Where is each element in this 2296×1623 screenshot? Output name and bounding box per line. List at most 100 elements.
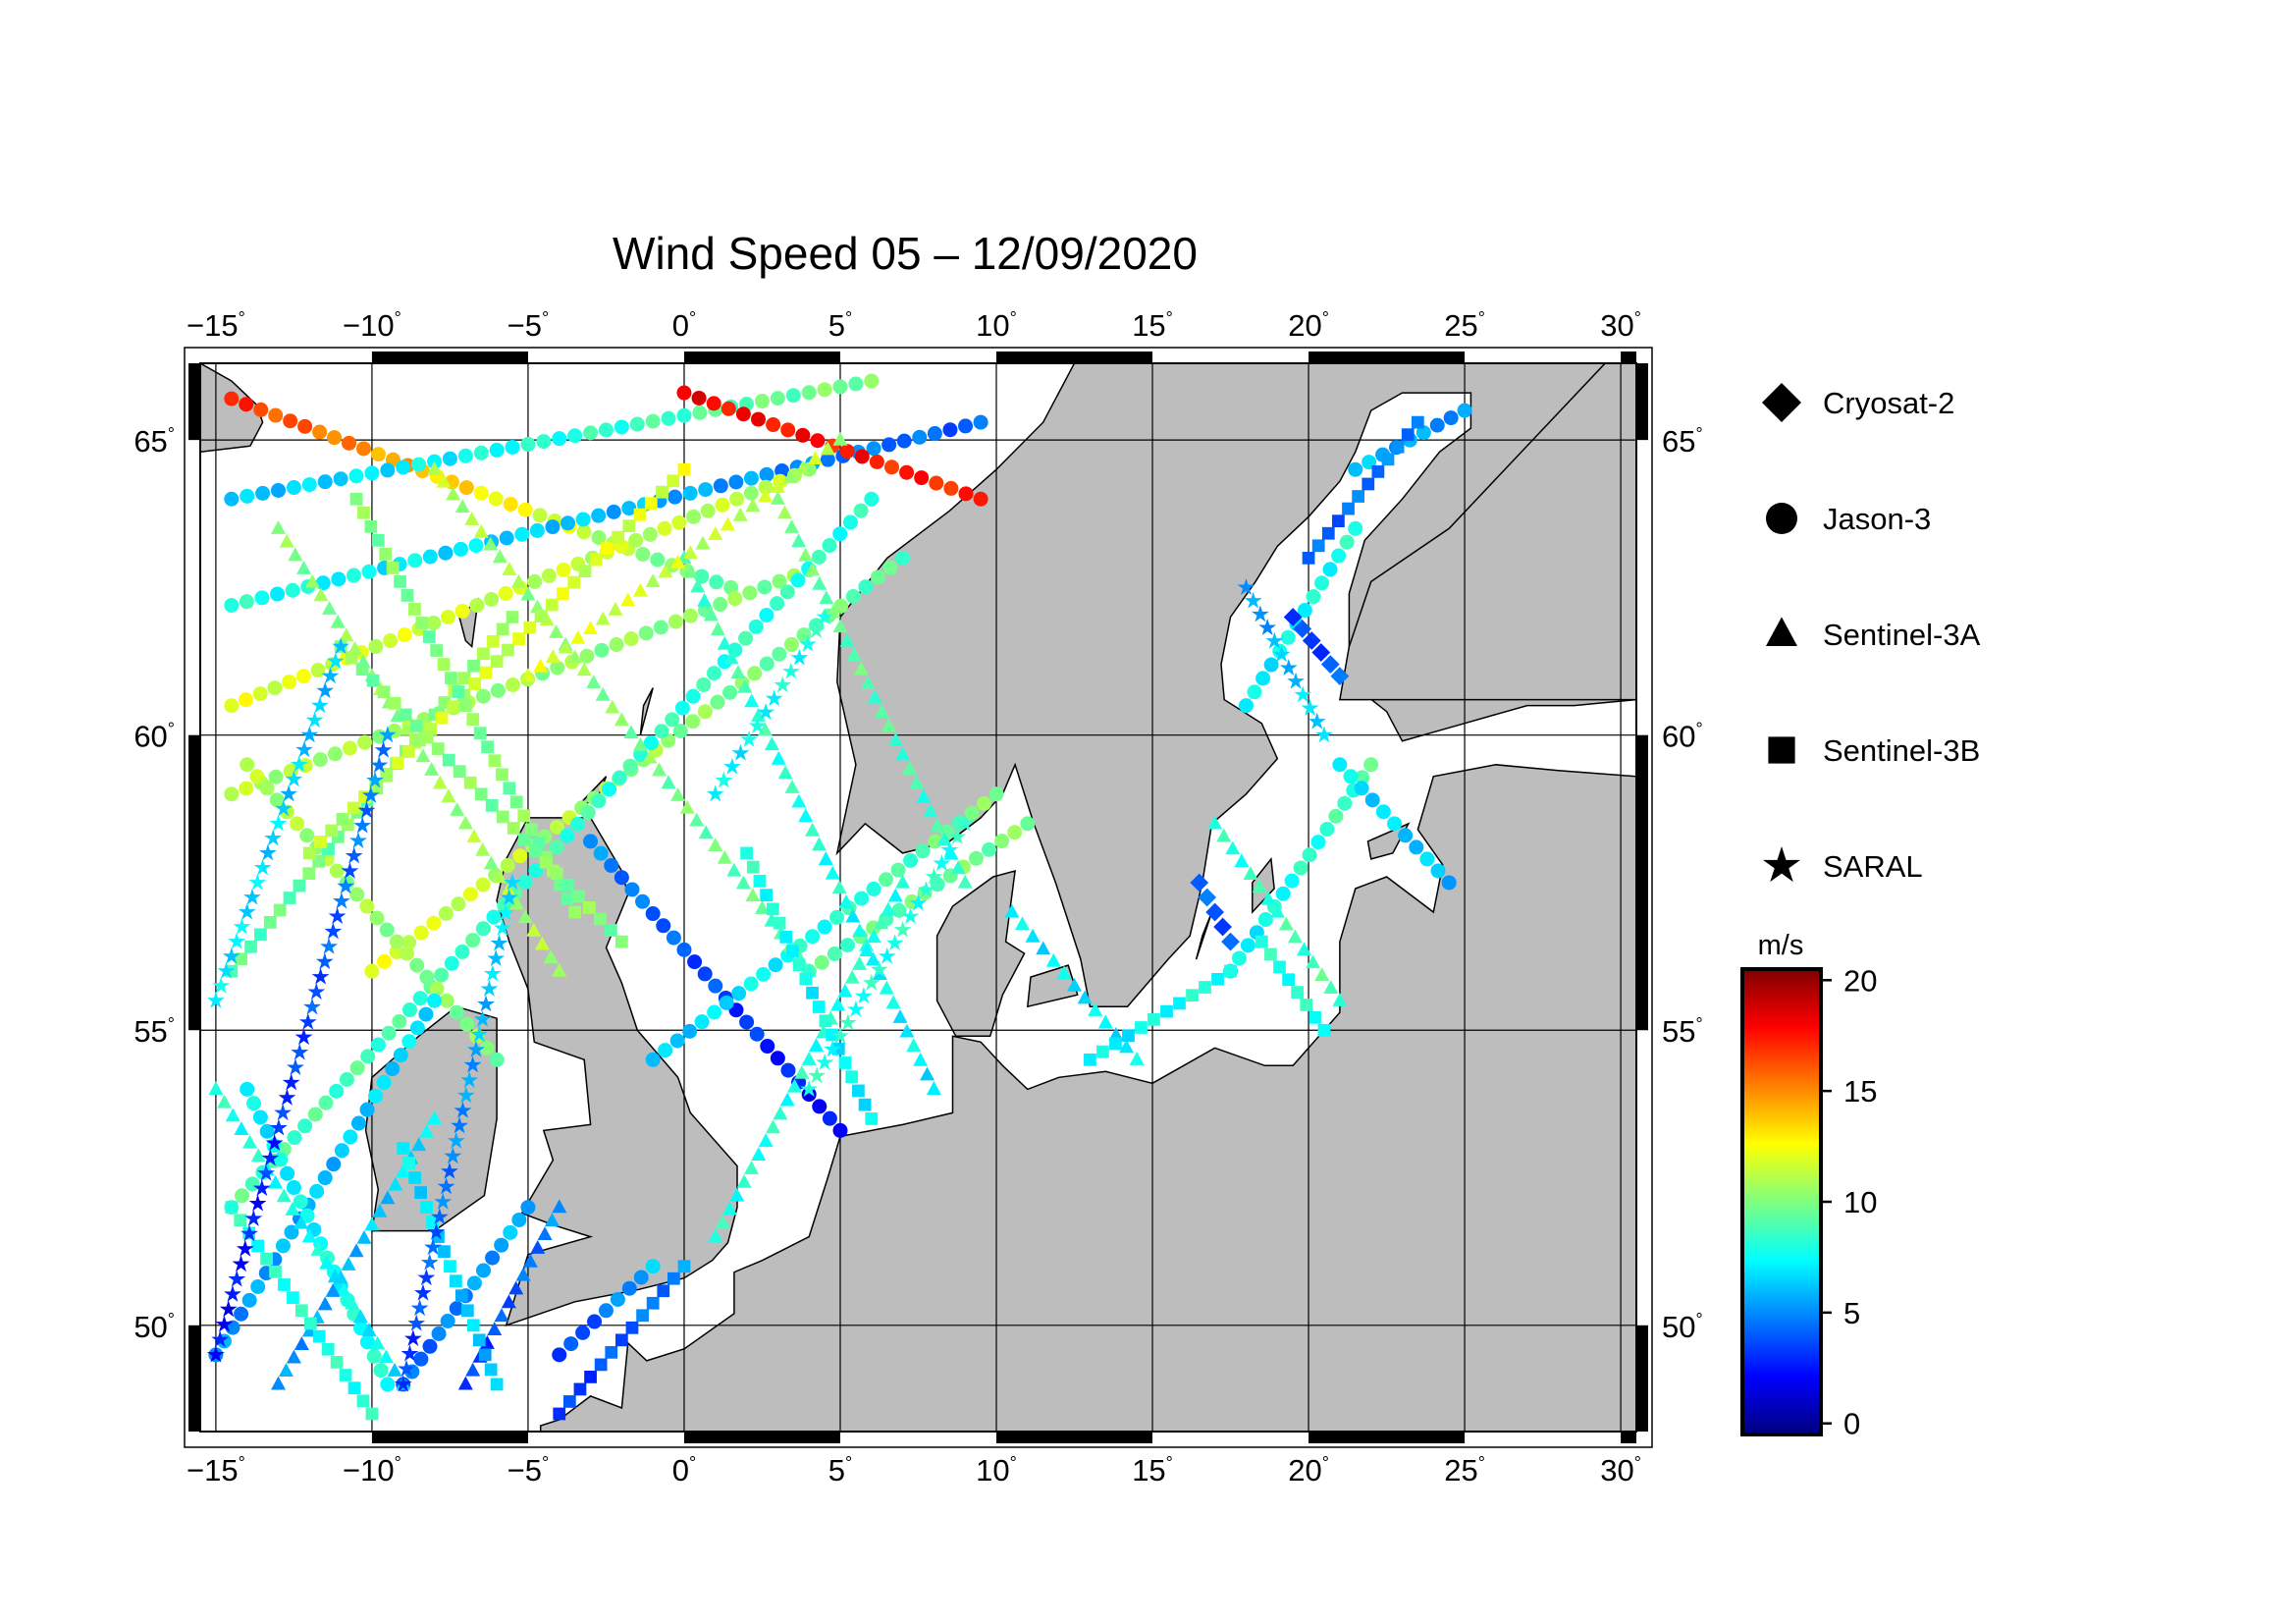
observation-marker (792, 958, 806, 972)
border-bar-right (1636, 363, 1648, 441)
observation-marker (250, 1148, 266, 1163)
observation-marker (1004, 903, 1020, 918)
observation-marker (575, 1325, 591, 1340)
lon-tick-label-top: 5° (828, 308, 852, 343)
observation-marker (658, 564, 673, 578)
observation-marker (806, 986, 819, 1000)
observation-marker (866, 441, 881, 457)
observation-marker (263, 916, 277, 929)
observation-marker (360, 1049, 376, 1064)
observation-marker (557, 587, 569, 600)
observation-marker (437, 658, 451, 671)
observation-marker (336, 1282, 351, 1296)
legend-label: Sentinel-3B (1823, 733, 1980, 768)
observation-marker (612, 530, 624, 544)
observation-marker (742, 585, 758, 601)
observation-marker (943, 480, 959, 496)
observation-marker (845, 908, 861, 923)
lon-tick-label-top: −10° (343, 308, 401, 343)
land-shetland (639, 687, 654, 735)
observation-marker (636, 1309, 649, 1323)
observation-marker (556, 562, 571, 577)
observation-marker (488, 754, 502, 768)
observation-marker (413, 925, 429, 941)
observation-marker (333, 1270, 348, 1284)
observation-marker (427, 1110, 443, 1125)
observation-marker (327, 430, 343, 446)
observation-marker (695, 535, 711, 550)
observation-marker (319, 1255, 335, 1270)
observation-marker (854, 891, 870, 906)
observation-marker (529, 599, 545, 614)
observation-marker (1321, 526, 1335, 540)
observation-marker (1173, 997, 1186, 1010)
observation-marker (385, 1061, 400, 1077)
lon-tick-label-top: 0° (672, 308, 696, 343)
observation-marker (508, 895, 524, 910)
observation-marker (402, 1002, 418, 1018)
observation-marker (601, 542, 614, 556)
observation-marker (364, 1217, 380, 1231)
observation-marker (359, 1334, 375, 1350)
observation-marker (414, 1186, 427, 1199)
observation-marker (845, 1070, 859, 1084)
observation-marker (419, 969, 435, 985)
track-sentinel-3b (740, 846, 879, 1125)
observation-marker (475, 841, 491, 856)
observation-marker (249, 769, 265, 784)
observation-marker (558, 639, 573, 654)
observation-marker (529, 522, 545, 538)
border-bar-right (1636, 734, 1648, 1031)
observation-marker (805, 929, 821, 945)
observation-marker (805, 562, 821, 576)
observation-marker (667, 474, 680, 488)
observation-marker (239, 397, 254, 412)
observation-marker (1260, 891, 1276, 905)
track-jason-3 (583, 834, 848, 1138)
observation-marker (268, 1174, 284, 1189)
observation-marker (1398, 828, 1414, 843)
observation-marker (770, 478, 785, 493)
lat-tick-label-left: 55° (133, 1014, 175, 1049)
observation-marker (665, 712, 680, 728)
observation-marker (458, 699, 472, 713)
observation-marker (780, 422, 796, 438)
observation-marker (393, 1048, 408, 1063)
observation-marker (892, 1009, 908, 1023)
observation-marker (271, 520, 287, 534)
observation-marker (500, 857, 515, 873)
observation-marker (435, 711, 449, 725)
observation-marker (441, 788, 456, 803)
observation-marker (426, 1216, 439, 1228)
observation-marker (779, 1092, 795, 1107)
observation-marker (567, 428, 583, 444)
observation-marker (269, 1265, 282, 1278)
observation-marker (453, 765, 466, 779)
observation-marker (244, 1176, 260, 1192)
observation-marker (642, 526, 658, 542)
observation-marker (808, 451, 824, 465)
observation-marker (745, 498, 761, 513)
observation-marker (845, 589, 861, 605)
observation-marker (1198, 888, 1217, 907)
observation-marker (294, 1304, 308, 1318)
observation-marker (814, 954, 829, 970)
observation-marker (1311, 643, 1331, 662)
track-sentinel-3a (708, 874, 911, 1243)
observation-marker (254, 590, 270, 606)
observation-marker (697, 704, 713, 720)
map-tick-labels: −15° −15° −10° −10° −5° −5° 0° 0° 5° 5° 10° 10° 15° 1… (133, 308, 1702, 1488)
observation-marker (632, 582, 648, 597)
observation-marker (409, 1020, 425, 1036)
observation-marker (457, 448, 473, 463)
observation-marker (735, 875, 751, 890)
observation-marker (1332, 514, 1345, 528)
observation-marker (387, 1363, 402, 1377)
observation-marker (301, 477, 317, 493)
observation-marker (610, 1292, 625, 1308)
observation-marker (544, 1213, 560, 1227)
observation-marker (817, 382, 832, 398)
observation-marker (744, 693, 760, 708)
observation-marker (394, 575, 406, 588)
observation-marker (420, 730, 434, 744)
